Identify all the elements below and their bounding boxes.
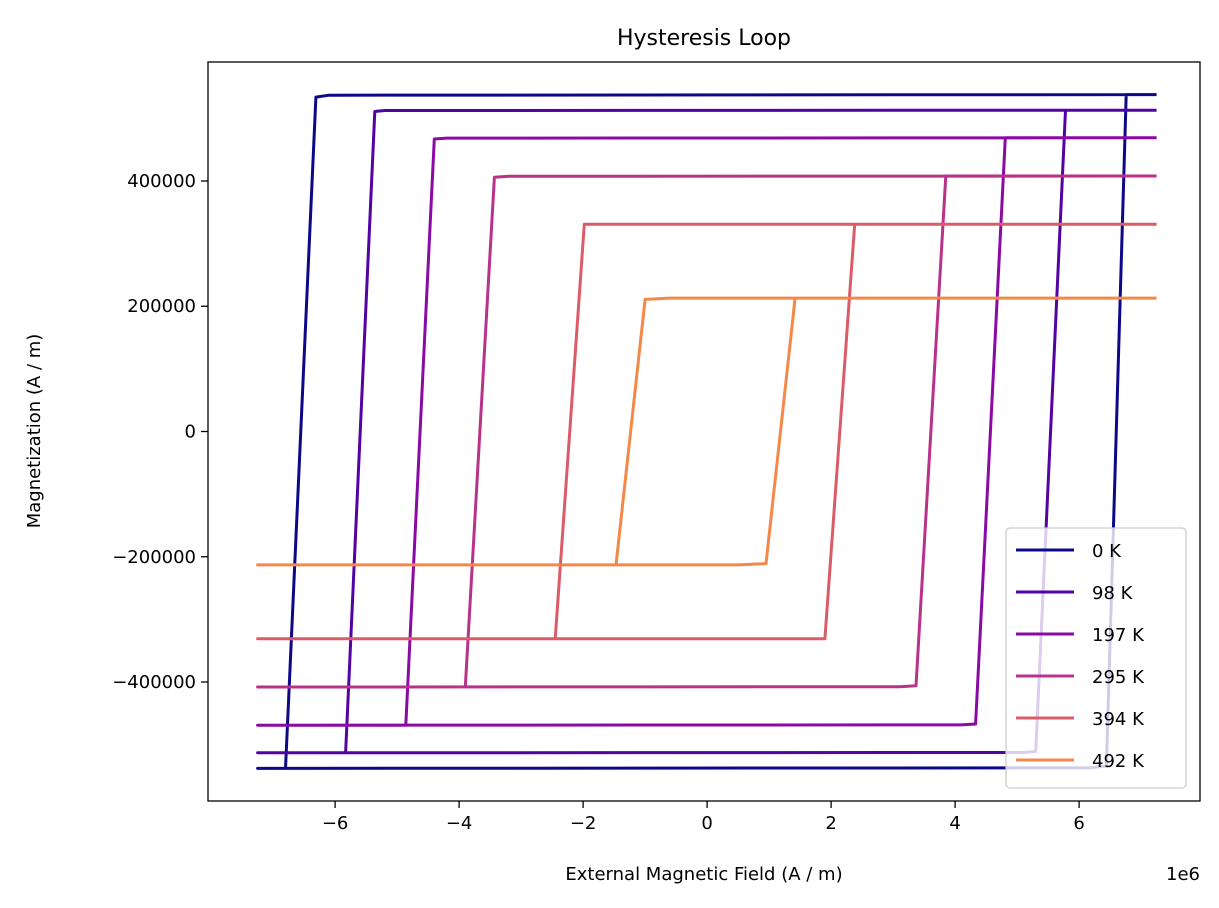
- y-tick-label: −200000: [112, 547, 196, 568]
- x-tick-label: 4: [949, 813, 960, 834]
- y-axis-label: Magnetization (A / m): [24, 334, 45, 529]
- x-offset-label: 1e6: [1166, 864, 1200, 885]
- legend-label: 394 K: [1092, 709, 1145, 730]
- x-axis-label: External Magnetic Field (A / m): [565, 864, 842, 885]
- y-tick-label: 400000: [127, 171, 196, 192]
- x-tick-label: 0: [701, 813, 712, 834]
- series-line-492k: [256, 296, 1157, 567]
- x-tick-label: −2: [570, 813, 597, 834]
- series-line-0k: [256, 93, 1157, 770]
- y-tick-label: −400000: [112, 672, 196, 693]
- series-line-197k: [256, 136, 1157, 727]
- x-tick-label: −6: [322, 813, 349, 834]
- series-line-295k: [256, 174, 1157, 689]
- series-line-98k: [256, 108, 1157, 755]
- x-tick-label: −4: [446, 813, 473, 834]
- x-tick-label: 6: [1073, 813, 1084, 834]
- legend-label: 295 K: [1092, 667, 1145, 688]
- series-line-394k: [256, 222, 1157, 641]
- y-tick-label: 200000: [127, 296, 196, 317]
- legend-label: 492 K: [1092, 751, 1145, 772]
- legend-label: 98 K: [1092, 583, 1134, 604]
- x-tick-label: 2: [825, 813, 836, 834]
- legend-label: 0 K: [1092, 541, 1122, 562]
- legend-label: 197 K: [1092, 625, 1145, 646]
- y-tick-label: 0: [185, 422, 196, 443]
- legend: 0 K 98 K 197 K 295 K 394 K 492 K: [1005, 527, 1187, 789]
- chart-title: Hysteresis Loop: [617, 26, 791, 51]
- legend-box: [1005, 527, 1187, 789]
